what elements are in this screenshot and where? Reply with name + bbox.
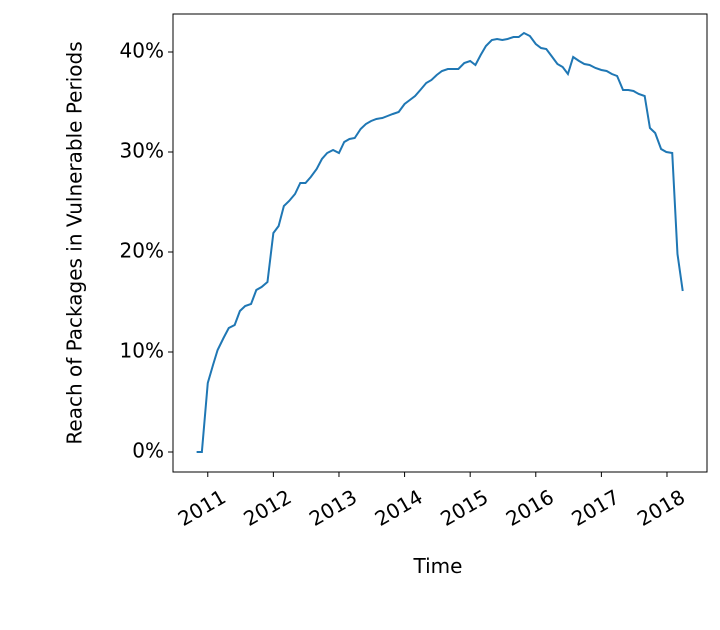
x-tick-label: 2012 [239,485,295,531]
y-tick-label: 10% [120,339,164,363]
y-axis-label: Reach of Packages in Vulnerable Periods [63,41,87,444]
x-tick-label: 2011 [174,485,230,531]
y-tick-label: 0% [132,439,164,463]
x-tick-label: 2016 [502,485,558,531]
x-axis-label: Time [413,554,463,578]
x-tick-label: 2017 [567,485,623,531]
plot-area [172,13,708,473]
y-tick-label: 40% [120,39,164,63]
x-tick-label: 2013 [305,485,361,531]
data-line [196,31,684,453]
x-tick-label: 2015 [436,485,492,531]
y-tick-label: 30% [120,139,164,163]
x-tick-label: 2018 [633,485,689,531]
y-tick-label: 20% [120,239,164,263]
x-tick-label: 2014 [371,485,427,531]
